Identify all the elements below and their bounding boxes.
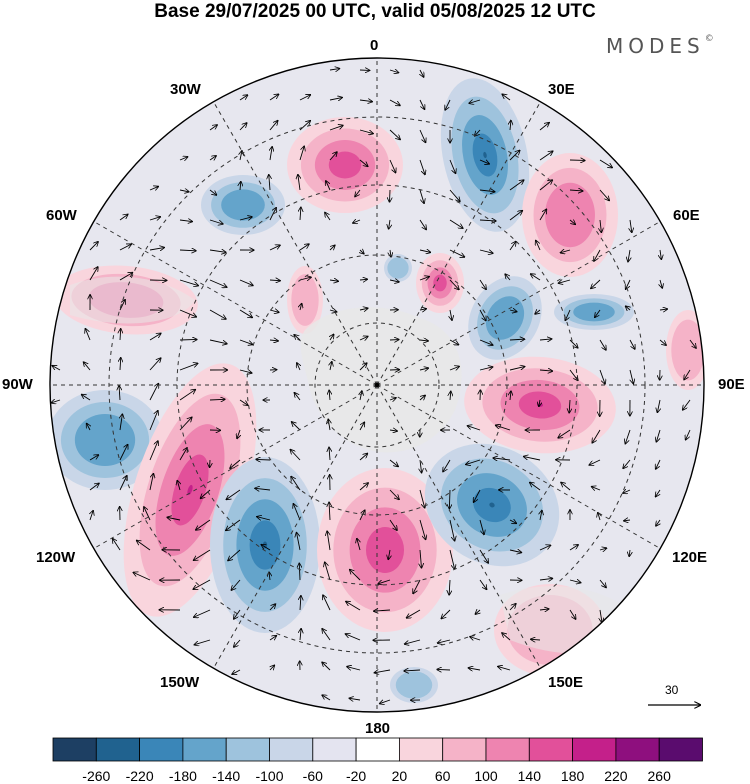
colorbar-swatch-7 (356, 738, 399, 761)
colorbar-tick-label: 100 (474, 768, 497, 784)
lon-label-30e: 30E (548, 82, 575, 98)
anomaly-contour-17-1 (396, 671, 432, 698)
colorbar-tick-label: -180 (169, 768, 197, 784)
anomaly-contour-6-2 (573, 303, 615, 322)
colorbar-swatch-4 (226, 738, 269, 761)
lon-label-90w: 90W (2, 377, 33, 393)
reference-vector-label: 30 (665, 683, 678, 697)
colorbar-tick-label: -20 (346, 768, 366, 784)
lon-label-90e: 90E (718, 377, 745, 393)
colorbar-tick-label: 260 (648, 768, 671, 784)
colorbar-tick-label: 220 (604, 768, 627, 784)
south-pole-marker (375, 383, 380, 388)
lon-label-60e: 60E (673, 208, 700, 224)
colorbar-tick-label: -140 (212, 768, 240, 784)
lon-label-150e: 150E (548, 675, 583, 691)
australia-landmass (500, 586, 650, 654)
lon-label-0: 0 (370, 38, 378, 54)
colorbar-swatch-6 (313, 738, 356, 761)
anomaly-contour-8-1 (387, 257, 408, 278)
wind-vector-253 (449, 490, 450, 508)
colorbar-swatch-2 (140, 738, 183, 761)
colorbar-tick-label: -260 (82, 768, 110, 784)
colorbar-swatch-3 (183, 738, 226, 761)
anomaly-contour-14-3 (366, 527, 404, 573)
colorbar-swatch-9 (443, 738, 486, 761)
map-field (40, 50, 720, 730)
wind-vector-349 (437, 669, 450, 670)
colorbar-tick-label: 20 (392, 768, 408, 784)
lon-label-150w: 150W (160, 675, 199, 691)
colorbar-swatch-13 (616, 738, 659, 761)
colorbar-tick-label: -220 (126, 768, 154, 784)
lon-label-120e: 120E (672, 550, 707, 566)
lon-label-180: 180 (365, 721, 390, 737)
colorbar-swatch-10 (486, 738, 529, 761)
colorbar-swatch-0 (53, 738, 96, 761)
colorbar-tick-label: 180 (561, 768, 584, 784)
colorbar-swatch-5 (270, 738, 313, 761)
anomaly-contour-4-3 (433, 275, 446, 292)
colorbar-tick-label: -60 (303, 768, 323, 784)
colorbar-swatch-11 (529, 738, 572, 761)
lon-label-60w: 60W (46, 208, 77, 224)
colorbar-swatch-8 (399, 738, 442, 761)
wind-vector-227 (256, 459, 270, 460)
colorbar-tick-label: -100 (255, 768, 283, 784)
anomaly-contour-3-2 (221, 189, 265, 220)
anomaly-contour-2-2 (545, 183, 595, 247)
anomaly-contour-7-1 (291, 274, 318, 326)
colorbar-tick-label: 60 (435, 768, 451, 784)
colorbar-swatch-14 (659, 738, 702, 761)
lon-label-30w: 30W (170, 82, 201, 98)
colorbar (53, 738, 703, 761)
colorbar-tick-label: 140 (518, 768, 541, 784)
colorbar-swatch-12 (573, 738, 616, 761)
lon-label-120w: 120W (36, 550, 75, 566)
colorbar-swatch-1 (96, 738, 139, 761)
anomaly-contour-11-2 (75, 414, 135, 466)
